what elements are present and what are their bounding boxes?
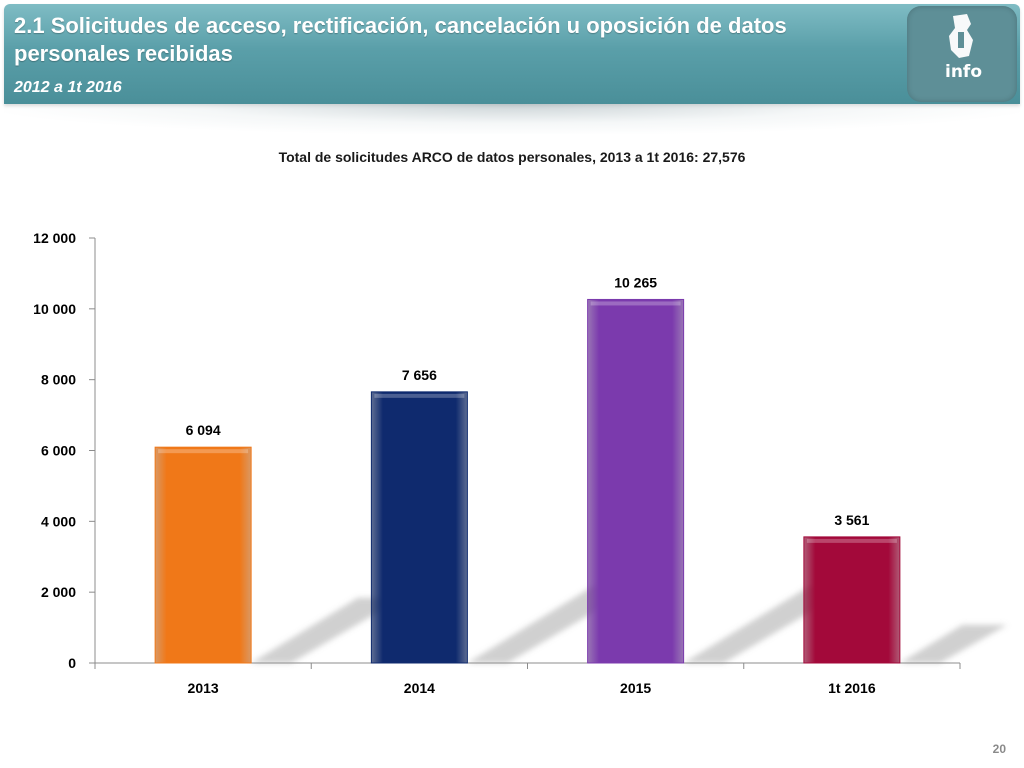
y-tick-label: 10 000: [33, 301, 76, 317]
data-label: 7 656: [402, 367, 437, 383]
info-logo: info: [907, 6, 1017, 102]
city-emblem-icon: [949, 14, 973, 58]
y-tick-label: 0: [68, 655, 76, 671]
data-label: 10 265: [614, 274, 657, 290]
x-tick-label: 2013: [188, 680, 219, 696]
y-tick-label: 4 000: [41, 513, 76, 529]
data-label: 3 561: [834, 512, 869, 528]
header-banner: [4, 4, 1020, 104]
chart-title: Total de solicitudes ARCO de datos perso…: [278, 149, 746, 165]
bar-highlight: [806, 538, 897, 543]
y-tick-label: 8 000: [41, 372, 76, 388]
x-tick-label: 2015: [620, 680, 651, 696]
bar-2014: [370, 391, 468, 664]
x-tick-label: 1t 2016: [828, 680, 876, 696]
bar-shadow: [899, 624, 1008, 663]
bar-highlight: [374, 393, 465, 398]
data-label: 6 094: [186, 422, 221, 438]
slide-subtitle: 2012 a 1t 2016: [14, 79, 122, 96]
bar-highlight: [590, 301, 681, 306]
bar-2013: [154, 446, 252, 664]
bar-2015: [587, 298, 685, 664]
slide-title: 2.1 Solicitudes de acceso, rectificación…: [14, 13, 787, 66]
x-tick-label: 2014: [404, 680, 435, 696]
bar-highlight: [158, 449, 249, 454]
header-shadow: [4, 104, 1020, 134]
y-tick-label: 2 000: [41, 584, 76, 600]
logo-text: info: [945, 62, 983, 82]
page-number: 20: [992, 742, 1006, 756]
y-tick-label: 6 000: [41, 443, 76, 459]
bar-shadow: [251, 597, 403, 663]
bar-1t-2016: [803, 536, 901, 664]
y-tick-label: 12 000: [33, 230, 76, 246]
